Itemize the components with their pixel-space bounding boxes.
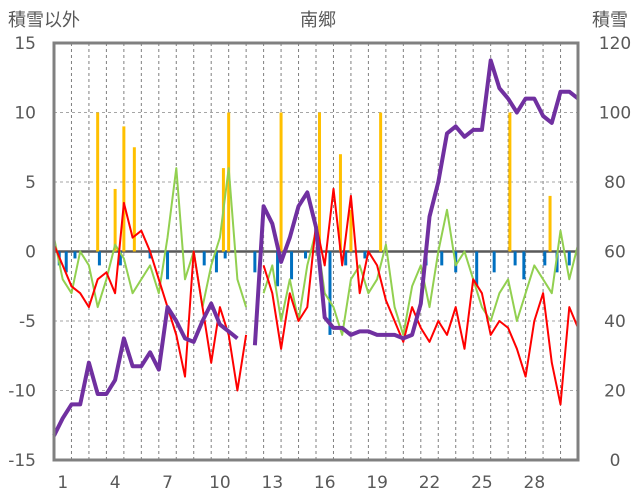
left-tick-label: 15 — [14, 34, 36, 54]
precip_bar-bar — [475, 251, 479, 287]
x-tick-label: 4 — [110, 473, 121, 493]
right-tick-label: 60 — [604, 243, 626, 263]
right-axis-label: 積雪 — [592, 10, 628, 31]
x-tick-label: 19 — [366, 473, 388, 493]
lines — [52, 58, 580, 437]
snowfall-bar — [122, 126, 126, 252]
precip_bar-bar — [328, 251, 332, 335]
left-tick-label: -15 — [8, 451, 36, 471]
right-tick-label: 120 — [599, 34, 631, 54]
precip_bar-bar — [202, 251, 206, 266]
x-tick-label: 16 — [314, 473, 336, 493]
precip_bar-bar — [492, 251, 496, 273]
x-tick-label: 1 — [57, 473, 68, 493]
precip_bar-bar — [214, 251, 218, 273]
snowfall-bar — [113, 188, 117, 252]
precip_bar-bar — [567, 251, 571, 266]
precip_bar-bar — [543, 251, 547, 266]
left-tick-label: 5 — [25, 173, 36, 193]
precip_bar-bar — [97, 251, 101, 266]
plot-frame — [52, 41, 580, 462]
snowfall-bar — [379, 112, 383, 252]
precip_bar-bar — [440, 251, 444, 266]
precip_bar-bar — [513, 251, 517, 266]
left-tick-label: 10 — [14, 104, 36, 124]
precip_bar-bar — [166, 251, 170, 280]
x-tick-label: 7 — [162, 473, 173, 493]
precip_bar-bar — [290, 251, 294, 280]
snowfall-bar — [317, 112, 321, 252]
precip_bar-bar — [73, 251, 77, 259]
left-tick-label: -10 — [8, 382, 36, 402]
x-tick-label: 25 — [471, 473, 493, 493]
right-tick-label: 100 — [599, 104, 631, 124]
x-tick-label: 10 — [209, 473, 231, 493]
snowfall-bar — [548, 195, 552, 252]
precip_bar-bar — [276, 251, 280, 287]
snowfall-bar — [96, 112, 100, 252]
snow_depth-line — [52, 58, 580, 437]
right-tick-label: 0 — [610, 451, 621, 471]
precip_bar-bar — [253, 251, 257, 273]
precip_bar-bar — [118, 251, 122, 266]
left-axis-label: 積雪以外 — [8, 10, 80, 31]
axes: 15 10 5 0 -5 -10 -15 120 100 80 60 40 20 0 1 4 7 10 13 16 19… — [8, 34, 631, 493]
precip_bar-bar — [64, 251, 68, 273]
precip_bar-bar — [148, 251, 152, 259]
precip_bar-bar — [522, 251, 526, 280]
snowfall-bar — [508, 112, 512, 252]
snowfall-bar — [338, 154, 342, 252]
precip_bar-bar — [363, 251, 367, 259]
x-tick-label: 13 — [262, 473, 284, 493]
left-tick-label: 0 — [25, 243, 36, 263]
precip_bar-bar — [223, 251, 227, 259]
right-tick-label: 20 — [604, 382, 626, 402]
right-tick-label: 80 — [604, 173, 626, 193]
snowfall-bar — [132, 147, 136, 252]
precip_bar-bar — [304, 251, 308, 259]
snowfall-bar — [227, 112, 231, 252]
precip_bar-bar — [344, 251, 348, 266]
snowfall-bar — [349, 209, 353, 252]
x-tick-label: 28 — [524, 473, 546, 493]
chart-title: 南郷 — [300, 10, 336, 31]
snowfall-bar — [279, 112, 283, 252]
grid — [54, 43, 578, 460]
left-tick-label: -5 — [19, 312, 36, 332]
right-tick-label: 40 — [604, 312, 626, 332]
x-tick-label: 22 — [419, 473, 441, 493]
